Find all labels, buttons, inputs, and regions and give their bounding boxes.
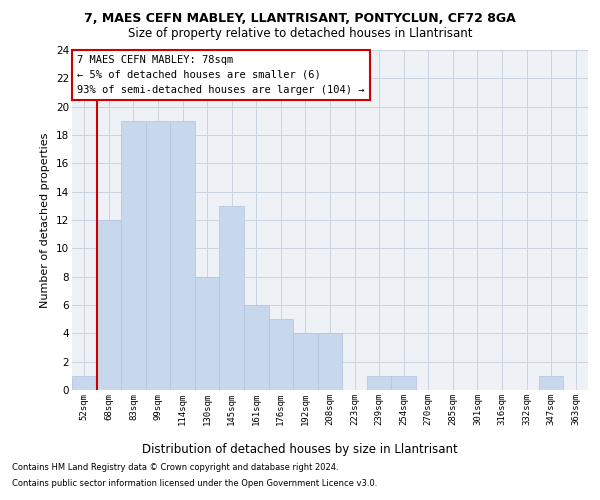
Y-axis label: Number of detached properties: Number of detached properties xyxy=(40,132,50,308)
Bar xyxy=(121,121,146,390)
Bar xyxy=(170,121,195,390)
Bar xyxy=(269,319,293,390)
Bar xyxy=(367,376,391,390)
Text: Contains public sector information licensed under the Open Government Licence v3: Contains public sector information licen… xyxy=(12,478,377,488)
Bar xyxy=(146,121,170,390)
Text: Contains HM Land Registry data © Crown copyright and database right 2024.: Contains HM Land Registry data © Crown c… xyxy=(12,464,338,472)
Bar xyxy=(244,305,269,390)
Text: 7 MAES CEFN MABLEY: 78sqm
← 5% of detached houses are smaller (6)
93% of semi-de: 7 MAES CEFN MABLEY: 78sqm ← 5% of detach… xyxy=(77,55,365,94)
Bar xyxy=(318,334,342,390)
Bar xyxy=(539,376,563,390)
Bar xyxy=(72,376,97,390)
Text: Distribution of detached houses by size in Llantrisant: Distribution of detached houses by size … xyxy=(142,442,458,456)
Bar xyxy=(391,376,416,390)
Bar xyxy=(97,220,121,390)
Text: Size of property relative to detached houses in Llantrisant: Size of property relative to detached ho… xyxy=(128,28,472,40)
Bar xyxy=(293,334,318,390)
Text: 7, MAES CEFN MABLEY, LLANTRISANT, PONTYCLUN, CF72 8GA: 7, MAES CEFN MABLEY, LLANTRISANT, PONTYC… xyxy=(84,12,516,26)
Bar xyxy=(220,206,244,390)
Bar xyxy=(195,276,220,390)
